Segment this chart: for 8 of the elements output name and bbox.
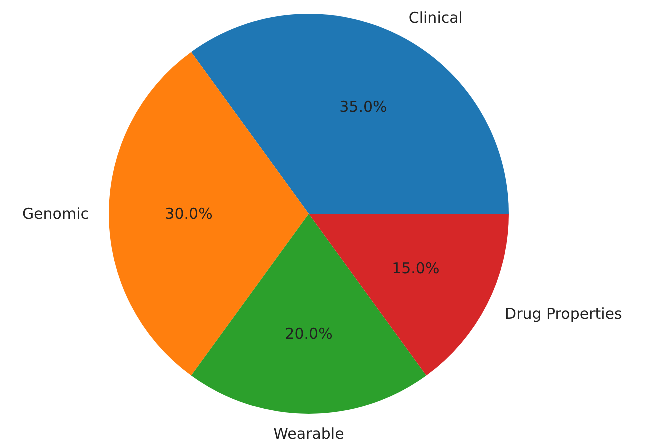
slice-label: Wearable bbox=[274, 425, 344, 443]
slice-label: Genomic bbox=[22, 205, 89, 223]
data-label: 35.0% bbox=[340, 98, 388, 116]
slice-label: Clinical bbox=[408, 8, 463, 27]
data-label: 30.0% bbox=[165, 205, 213, 223]
slice-label: Drug Properties bbox=[505, 304, 623, 323]
data-label: 15.0% bbox=[392, 259, 440, 278]
data-label: 20.0% bbox=[285, 325, 333, 343]
